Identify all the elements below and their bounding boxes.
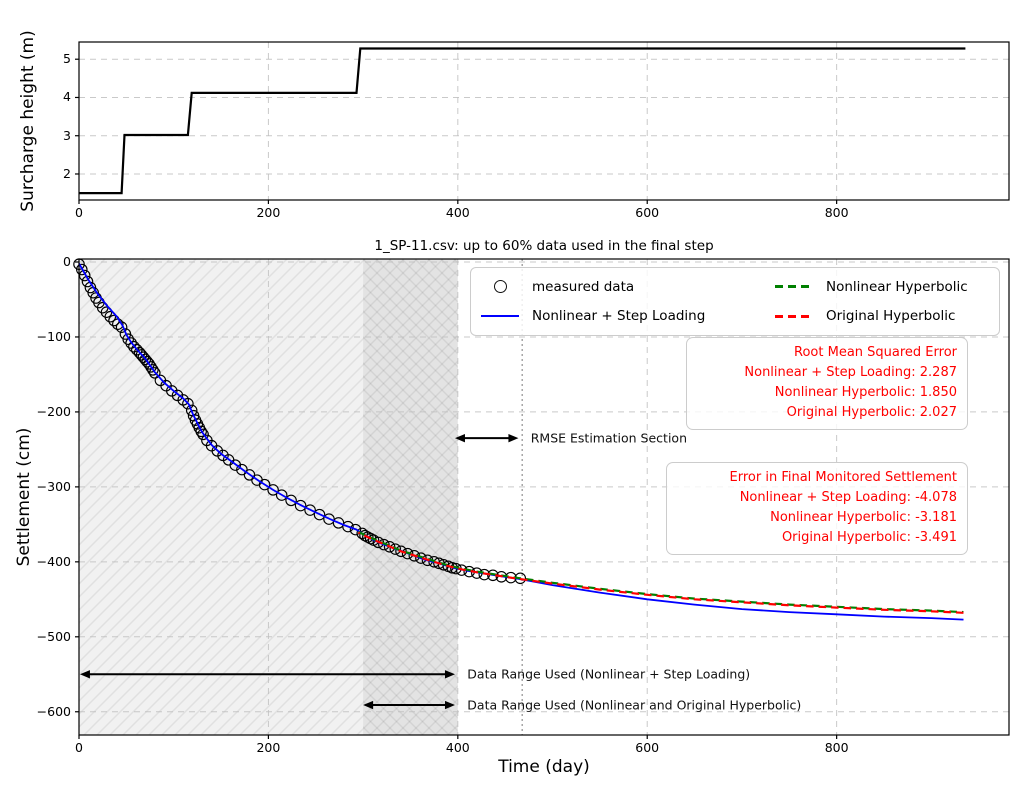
- y-tick-label: −100: [36, 329, 71, 345]
- x-tick-label: 600: [635, 205, 660, 220]
- legend-label: Original Hyperbolic: [826, 308, 956, 325]
- red-dashed-swatch-icon: [775, 314, 813, 318]
- rmse-box: Root Mean Squared Error Nonlinear + Step…: [686, 337, 968, 430]
- rmse-section-annotation: RMSE Estimation Section: [530, 430, 687, 446]
- x-tick-label: 800: [824, 205, 849, 220]
- legend-item-nonlinear-hyperbolic: Nonlinear Hyperbolic: [775, 279, 993, 295]
- rmse-box-line: Nonlinear + Step Loading: 2.287: [744, 365, 957, 381]
- legend-item-measured-data: measured data: [481, 279, 775, 295]
- x-tick-label: 200: [256, 740, 281, 755]
- step-loading-curve: [78, 263, 964, 621]
- legend-label: Nonlinear Hyperbolic: [826, 278, 968, 295]
- plot-title: 1_SP-11.csv: up to 60% data used in the …: [374, 238, 714, 254]
- x-tick-label: 0: [75, 740, 83, 755]
- legend-item-step-loading: Nonlinear + Step Loading: [481, 308, 775, 324]
- rmse-box-title: Root Mean Squared Error: [794, 345, 957, 360]
- measured-data-marker-icon: [481, 280, 519, 294]
- x-tick-label: 800: [824, 740, 849, 755]
- y-tick-label: −600: [36, 703, 71, 719]
- y-tick-label: 5: [63, 51, 71, 67]
- x-tick-label: 400: [445, 205, 470, 220]
- time-axis-label: Time (day): [498, 757, 590, 777]
- y-tick-label: −400: [36, 553, 71, 569]
- legend-item-original-hyperbolic: Original Hyperbolic: [775, 308, 993, 324]
- x-tick-label: 0: [75, 205, 83, 220]
- green-dashed-swatch-icon: [775, 285, 813, 289]
- blue-line-swatch-icon: [481, 315, 519, 318]
- y-tick-label: 4: [63, 89, 71, 105]
- annotation-arrows: [79, 433, 519, 710]
- x-tick-label: 600: [635, 740, 660, 755]
- legend-label: Nonlinear + Step Loading: [532, 308, 706, 325]
- error-box-line: Original Hyperbolic: -3.491: [781, 530, 957, 546]
- data-range-step-loading-annotation: Data Range Used (Nonlinear + Step Loadin…: [467, 666, 751, 682]
- rmse-box-line: Original Hyperbolic: 2.027: [786, 405, 957, 421]
- data-range-hyperbolic-annotation: Data Range Used (Nonlinear and Original …: [467, 697, 802, 713]
- y-tick-label: −500: [36, 628, 71, 644]
- y-tick-label: −200: [36, 404, 71, 420]
- surcharge-step-line: [79, 47, 966, 195]
- y-tick-label: 3: [63, 127, 71, 143]
- y-tick-label: 0: [63, 254, 71, 270]
- x-tick-label: 400: [445, 740, 470, 755]
- y-tick-label: −300: [36, 479, 71, 494]
- settlement-axis-label: Settlement (cm): [14, 427, 34, 567]
- error-box-title: Error in Final Monitored Settlement: [729, 470, 957, 485]
- final-settlement-error-box: Error in Final Monitored Settlement Nonl…: [666, 462, 968, 555]
- legend-label: measured data: [532, 278, 635, 295]
- error-box-line: Nonlinear + Step Loading: -4.078: [739, 490, 957, 506]
- x-tick-label: 200: [256, 205, 281, 220]
- original-hyperbolic-curve: [357, 531, 964, 614]
- y-tick-label: 2: [63, 166, 71, 182]
- legend: measured data Nonlinear + Step Loading N…: [470, 267, 1000, 336]
- rmse-box-line: Nonlinear Hyperbolic: 1.850: [774, 385, 957, 401]
- error-box-line: Nonlinear Hyperbolic: -3.181: [770, 510, 957, 526]
